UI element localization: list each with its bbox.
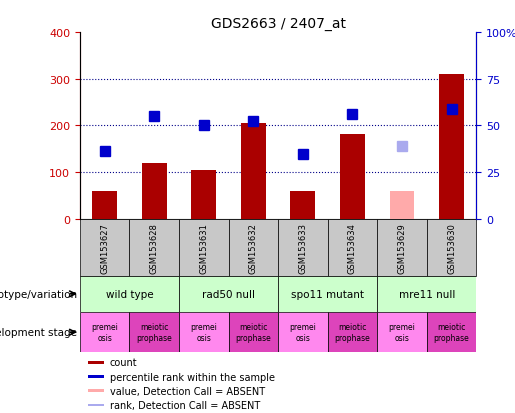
- Bar: [129, 312, 179, 352]
- Bar: [439, 75, 464, 219]
- Text: GSM153630: GSM153630: [447, 222, 456, 273]
- Bar: [377, 219, 427, 276]
- Bar: [377, 312, 427, 352]
- Text: premei
osis: premei osis: [191, 323, 217, 342]
- Text: spo11 mutant: spo11 mutant: [291, 289, 364, 299]
- Bar: [278, 219, 328, 276]
- Bar: [290, 191, 315, 219]
- Bar: [142, 164, 166, 219]
- Text: wild type: wild type: [106, 289, 153, 299]
- Bar: [377, 276, 476, 312]
- Text: GSM153632: GSM153632: [249, 222, 258, 273]
- Text: GSM153631: GSM153631: [199, 222, 208, 273]
- Text: GSM153628: GSM153628: [150, 222, 159, 273]
- Bar: [92, 191, 117, 219]
- Bar: [88, 404, 104, 406]
- Bar: [179, 219, 229, 276]
- Text: genotype/variation: genotype/variation: [0, 289, 77, 299]
- Bar: [328, 219, 377, 276]
- Bar: [278, 276, 377, 312]
- Text: rank, Detection Call = ABSENT: rank, Detection Call = ABSENT: [110, 400, 260, 410]
- Bar: [80, 276, 179, 312]
- Bar: [328, 312, 377, 352]
- Text: percentile rank within the sample: percentile rank within the sample: [110, 372, 274, 382]
- Text: GSM153629: GSM153629: [398, 222, 406, 273]
- Text: premei
osis: premei osis: [289, 323, 316, 342]
- Bar: [278, 312, 328, 352]
- Text: meiotic
prophase: meiotic prophase: [235, 323, 271, 342]
- Text: meiotic
prophase: meiotic prophase: [434, 323, 470, 342]
- Bar: [179, 276, 278, 312]
- Bar: [88, 361, 104, 364]
- Bar: [229, 219, 278, 276]
- Bar: [340, 135, 365, 219]
- Title: GDS2663 / 2407_at: GDS2663 / 2407_at: [211, 17, 346, 31]
- Bar: [427, 219, 476, 276]
- Bar: [129, 219, 179, 276]
- Bar: [88, 389, 104, 392]
- Text: mre11 null: mre11 null: [399, 289, 455, 299]
- Bar: [80, 312, 129, 352]
- Text: premei
osis: premei osis: [91, 323, 118, 342]
- Text: meiotic
prophase: meiotic prophase: [335, 323, 370, 342]
- Bar: [80, 219, 129, 276]
- Text: GSM153633: GSM153633: [298, 222, 307, 273]
- Bar: [390, 191, 415, 219]
- Bar: [241, 124, 266, 219]
- Text: count: count: [110, 358, 137, 368]
- Text: development stage: development stage: [0, 328, 77, 337]
- Text: premei
osis: premei osis: [389, 323, 416, 342]
- Bar: [229, 312, 278, 352]
- Text: GSM153634: GSM153634: [348, 222, 357, 273]
- Bar: [192, 171, 216, 219]
- Bar: [88, 375, 104, 378]
- Bar: [427, 312, 476, 352]
- Text: GSM153627: GSM153627: [100, 222, 109, 273]
- Text: value, Detection Call = ABSENT: value, Detection Call = ABSENT: [110, 386, 265, 396]
- Text: meiotic
prophase: meiotic prophase: [136, 323, 172, 342]
- Text: rad50 null: rad50 null: [202, 289, 255, 299]
- Bar: [179, 312, 229, 352]
